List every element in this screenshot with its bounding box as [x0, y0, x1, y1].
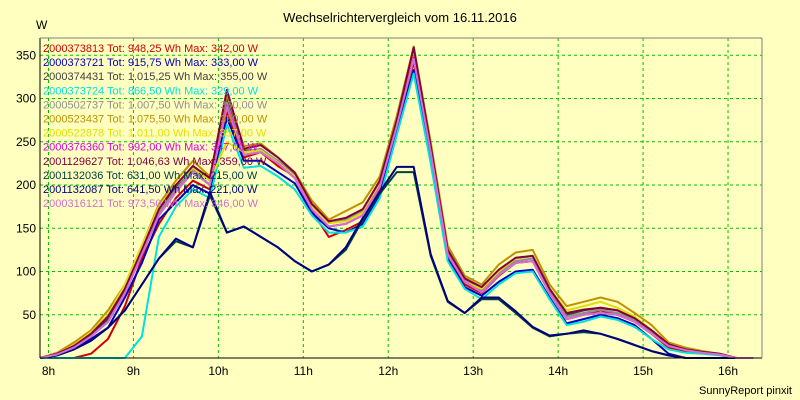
axes — [39, 37, 763, 359]
x-tick-label: 12h — [378, 364, 398, 378]
x-tick-label: 8h — [42, 364, 55, 378]
x-tick-label: 11h — [294, 364, 313, 378]
x-tick-label: 15h — [633, 364, 653, 378]
legend-entry-5: 2000502737 Tot: 1.007,50 Wh Max: 360,00 … — [43, 99, 268, 111]
series-line-11 — [39, 165, 754, 359]
series-line-9 — [39, 46, 754, 359]
x-tick-label: 10h — [208, 364, 228, 378]
series-line-12 — [39, 57, 754, 359]
chart-title: Wechselrichtervergleich vom 16.11.2016 — [283, 10, 517, 25]
series-layer — [39, 45, 754, 359]
y-tick-label: 200 — [16, 178, 36, 192]
x-tick-label: 16h — [718, 364, 738, 378]
y-tick-label: 300 — [16, 92, 36, 106]
legend-entry-9: 2001129627 Tot: 1.046,63 Wh Max: 359,00 … — [43, 156, 267, 168]
x-tick-label: 14h — [548, 364, 568, 378]
y-tick-label: 350 — [16, 48, 36, 62]
legend-entry-11: 2001132087 Tot: 641,50 Wh Max: 221,00 W — [43, 184, 258, 196]
y-tick-label: 50 — [23, 308, 37, 322]
legend-entry-10: 2001132036 Tot: 631,00 Wh Max: 215,00 W — [43, 170, 258, 182]
legend-entry-8: 2000376360 Tot: 992,00 Wh Max: 347,00 W — [43, 142, 259, 154]
tick-labels: 50 100 150 200 250 300 350 8h 9h 10h 11h 12h 13h 14h 1… — [16, 48, 738, 378]
legend-entry-4: 2000373724 Tot: 866,50 Wh Max: 329,00 W — [43, 85, 259, 97]
footer-credit: SunnyReport pinxit — [699, 385, 792, 397]
series-line-4 — [40, 72, 754, 359]
legend-entry-6: 2000523437 Tot: 1.075,50 Wh Max: 360,00 … — [43, 114, 268, 126]
y-tick-label: 250 — [16, 135, 36, 149]
legend-entry-2: 2000373721 Tot: 915,75 Wh Max: 333,00 W — [43, 57, 259, 69]
legend-entry-1: 2000373813 Tot: 948,25 Wh Max: 342,00 W — [43, 43, 259, 55]
y-axis-label: W — [36, 18, 48, 32]
y-tick-label: 150 — [16, 221, 36, 235]
x-tick-label: 9h — [127, 364, 140, 378]
legend-entry-12: 2000316121 Tot: 973,50 Wh Max: 346,00 W — [43, 198, 259, 210]
y-tick-label: 100 — [16, 265, 36, 279]
plot-background — [40, 38, 762, 358]
legend-entry-3: 2000374431 Tot: 1.015,25 Wh Max: 355,00 … — [43, 71, 268, 83]
legend: 2000373813 Tot: 948,25 Wh Max: 342,00 W 2… — [43, 43, 268, 210]
legend-entry-7: 2000522878 Tot: 1.011,00 Wh Max: 357,00 … — [43, 128, 267, 140]
x-tick-label: 13h — [463, 364, 483, 378]
plot-area — [40, 38, 762, 358]
